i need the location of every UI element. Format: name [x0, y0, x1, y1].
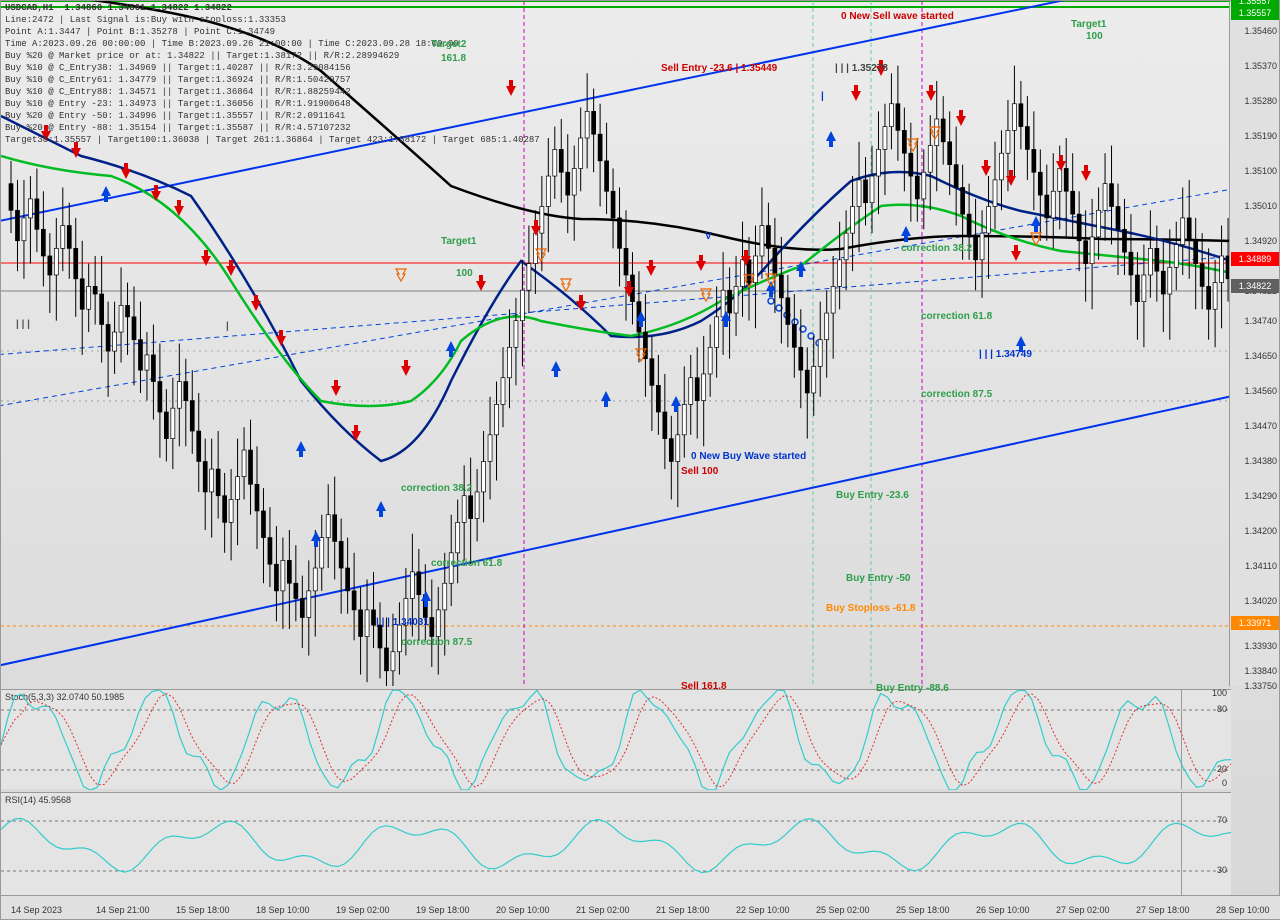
- symbol-label: USDCAD,H1: [5, 3, 54, 13]
- chart-annotation: Buy Entry -88.6: [876, 683, 949, 694]
- time-tick: 19 Sep 02:00: [336, 905, 390, 915]
- time-tick: 14 Sep 2023: [11, 905, 62, 915]
- ohlc-values: 1.34860 1.34861 1.34822 1.34822: [64, 3, 231, 13]
- price-tick: 1.33840: [1244, 666, 1277, 676]
- info-line: Buy %20 @ Market price or at: 1.34822 ||…: [5, 51, 399, 61]
- stoch-axis: 100 80 20 0: [1181, 690, 1231, 789]
- stochastic-panel[interactable]: Stoch(5,3,3) 32.0740 50.1985 100 80 20 0: [1, 689, 1231, 789]
- price-highlight: 1.34822: [1231, 279, 1279, 293]
- time-tick: 25 Sep 18:00: [896, 905, 950, 915]
- chart-annotation: 0 New Buy Wave started: [691, 451, 806, 462]
- price-tick: 1.35190: [1244, 131, 1277, 141]
- rsi-svg: [1, 793, 1231, 898]
- price-tick: 1.34020: [1244, 596, 1277, 606]
- time-tick: 21 Sep 18:00: [656, 905, 710, 915]
- price-tick: 1.34200: [1244, 526, 1277, 536]
- info-line: Buy %10 @ Entry -23: 1.34973 || Target:1…: [5, 99, 351, 109]
- time-tick: 22 Sep 10:00: [736, 905, 790, 915]
- info-line: Time A:2023.09.26 00:00:00 | Time B:2023…: [5, 39, 459, 49]
- time-tick: 28 Sep 10:00: [1216, 905, 1270, 915]
- chart-annotation: Sell 161.8: [681, 681, 727, 692]
- rsi-panel[interactable]: RSI(14) 45.9568 70 30: [1, 792, 1231, 897]
- chart-annotation: | | | 1.34031: [376, 617, 429, 628]
- time-tick: 27 Sep 02:00: [1056, 905, 1110, 915]
- time-tick: 27 Sep 18:00: [1136, 905, 1190, 915]
- price-tick: 1.34740: [1244, 316, 1277, 326]
- price-highlight: 1.33971: [1231, 616, 1279, 630]
- chart-annotation: correction 38.2: [401, 483, 472, 494]
- chart-annotation: Buy Entry -23.6: [836, 490, 909, 501]
- time-tick: 25 Sep 02:00: [816, 905, 870, 915]
- chart-annotation: | | |: [16, 319, 30, 330]
- chart-annotation: Buy Entry -50: [846, 573, 910, 584]
- price-tick: 1.34470: [1244, 421, 1277, 431]
- price-tick: 1.34650: [1244, 351, 1277, 361]
- chart-annotation: |: [226, 321, 229, 332]
- chart-annotation: correction 61.8: [921, 311, 992, 322]
- time-tick: 20 Sep 10:00: [496, 905, 550, 915]
- stoch-svg: [1, 690, 1231, 790]
- price-tick: 1.35280: [1244, 96, 1277, 106]
- rsi-axis: 70 30: [1181, 793, 1231, 897]
- time-tick: 14 Sep 21:00: [96, 905, 150, 915]
- time-tick: 21 Sep 02:00: [576, 905, 630, 915]
- price-tick: 1.34560: [1244, 386, 1277, 396]
- price-highlight: 1.35557: [1231, 6, 1279, 20]
- price-highlight: 1.34889: [1231, 252, 1279, 266]
- info-line: Target38:1.35557 | Target100:1.36038 | T…: [5, 135, 540, 145]
- time-tick: 26 Sep 10:00: [976, 905, 1030, 915]
- chart-annotation: 0 New Sell wave started: [841, 11, 954, 22]
- price-axis: 1.35460 1.35370 1.35280 1.35190 1.35100 1.350…: [1229, 1, 1279, 686]
- time-tick: 15 Sep 18:00: [176, 905, 230, 915]
- info-line: Buy %10 @ C_Entry38: 1.34969 || Target:1…: [5, 63, 351, 73]
- info-line: Buy %20 @ Entry -50: 1.34996 || Target:1…: [5, 111, 345, 121]
- time-axis: 14 Sep 2023 14 Sep 21:00 15 Sep 18:00 18 Se…: [1, 895, 1280, 919]
- chart-annotation: correction 38.2: [901, 243, 972, 254]
- info-line: Line:2472 | Last Signal is:Buy with stop…: [5, 15, 286, 25]
- info-line: Buy %10 @ C_Entry88: 1.34571 || Target:1…: [5, 87, 351, 97]
- price-tick: 1.35010: [1244, 201, 1277, 211]
- chart-annotation: Sell 100: [681, 466, 718, 477]
- chart-annotation: 161.8: [441, 53, 466, 64]
- chart-container: MARKETZSITE: [0, 0, 1280, 920]
- chart-annotation: | | | 1.34749: [979, 349, 1032, 360]
- info-line: Buy %20 @ Entry -88: 1.35154 || Target:1…: [5, 123, 351, 133]
- chart-annotation: correction 87.5: [921, 389, 992, 400]
- price-tick: 1.35370: [1244, 61, 1277, 71]
- time-tick: 18 Sep 10:00: [256, 905, 310, 915]
- price-tick: 1.34380: [1244, 456, 1277, 466]
- candlesticks: [9, 66, 1230, 686]
- time-tick: 19 Sep 18:00: [416, 905, 470, 915]
- price-tick: 1.33930: [1244, 641, 1277, 651]
- trend-dashed-2: [1, 251, 1231, 356]
- price-tick: 1.35460: [1244, 26, 1277, 36]
- price-tick: 1.34920: [1244, 236, 1277, 246]
- info-line: Buy %10 @ C_Entry61: 1.34779 || Target:1…: [5, 75, 351, 85]
- chart-annotation: Sell Entry -23.6 | 1.35449: [661, 63, 777, 74]
- chart-annotation: Buy Stoploss -61.8: [826, 603, 915, 614]
- chart-annotation: correction 61.8: [431, 558, 502, 569]
- price-tick: 1.34290: [1244, 491, 1277, 501]
- info-line: Point A:1.3447 | Point B:1.35278 | Point…: [5, 27, 275, 37]
- chart-annotation: | | | 1.35278: [835, 63, 888, 74]
- chart-annotation: V: [705, 231, 712, 242]
- price-tick: 1.34110: [1245, 561, 1277, 571]
- chart-annotation: Target2: [431, 39, 466, 50]
- chart-annotation: |: [821, 91, 824, 102]
- chart-annotation: Target1: [1071, 19, 1106, 30]
- price-tick: 1.35100: [1244, 166, 1277, 176]
- chart-annotation: 100: [1086, 31, 1103, 42]
- chart-annotation: 100: [456, 268, 473, 279]
- chart-annotation: correction 87.5: [401, 637, 472, 648]
- chart-annotation: Target1: [441, 236, 476, 247]
- price-tick: 1.33750: [1244, 681, 1277, 691]
